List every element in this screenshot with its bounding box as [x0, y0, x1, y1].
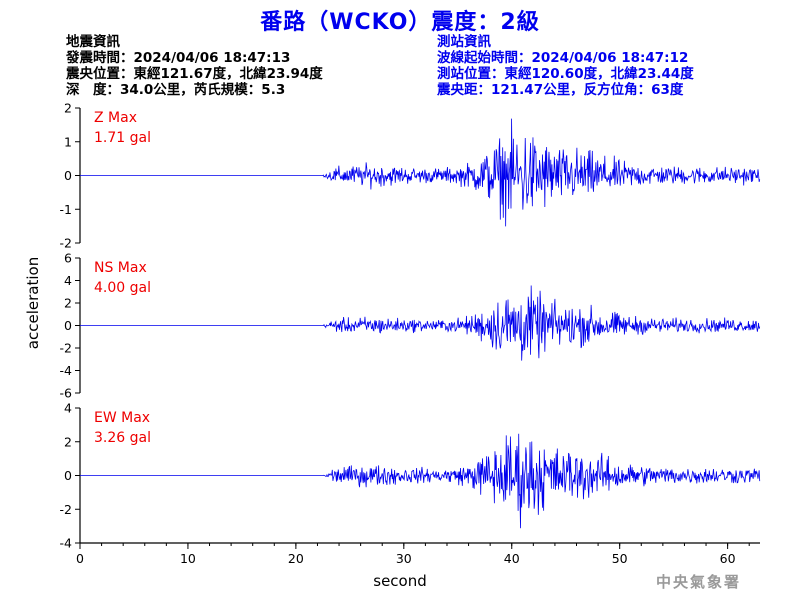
- x-tick-label: 50: [612, 551, 628, 566]
- x-tick-label: 40: [504, 551, 520, 566]
- quake-info-heading: 地震資訊: [66, 34, 120, 50]
- y-tick-label: -2: [60, 236, 72, 251]
- y-tick-label: 4: [64, 273, 72, 288]
- y-tick-label: 6: [64, 251, 72, 266]
- panel-max-name: Z Max: [94, 110, 137, 126]
- y-tick-label: 2: [64, 296, 72, 311]
- panel-ns: -6 -4 -2 0 2 4 6 NS Max 4.00 gal: [60, 251, 761, 401]
- panel-max-value: 4.00 gal: [94, 280, 151, 296]
- quake-depth-magnitude: 深 度：34.0公里，芮氏規模：5.3: [66, 82, 286, 98]
- y-tick-label: 4: [64, 401, 72, 416]
- x-tick-label: 60: [720, 551, 736, 566]
- panel-max-name: NS Max: [94, 260, 147, 276]
- chart-title: 番路（WCKO）震度：2級: [260, 10, 540, 35]
- x-tick-label: 30: [396, 551, 412, 566]
- panel-z: -2 -1 0 1 2 Z Max 1.71 gal: [60, 101, 761, 251]
- y-tick-label: 2: [64, 434, 72, 449]
- y-tick-label: -1: [60, 202, 72, 217]
- agency-watermark: 中央氣象署: [656, 573, 742, 591]
- y-tick-label: -2: [60, 341, 72, 356]
- y-tick-label: 0: [64, 168, 72, 183]
- quake-time: 發震時間：2024/04/06 18:47:13: [66, 50, 291, 66]
- y-tick-label: 1: [64, 134, 72, 149]
- y-tick-label: -2: [60, 502, 72, 517]
- quake-epicenter: 震央位置：東經121.67度，北緯23.94度: [66, 66, 323, 82]
- station-info-block: 測站資訊 波線起始時間：2024/04/06 18:47:12 測站位置：東經1…: [437, 34, 694, 98]
- station-location: 測站位置：東經120.60度，北緯23.44度: [437, 66, 694, 82]
- panel-max-value: 3.26 gal: [94, 430, 151, 446]
- y-tick-label: 2: [64, 101, 72, 116]
- y-tick-label: 0: [64, 318, 72, 333]
- panel-max-name: EW Max: [94, 410, 150, 426]
- x-axis-title: second: [373, 572, 427, 590]
- waveform-line: [80, 433, 761, 529]
- y-tick-label: -4: [60, 536, 73, 551]
- waveform-line: [80, 118, 761, 227]
- quake-info-block: 地震資訊 發震時間：2024/04/06 18:47:13 震央位置：東經121…: [66, 34, 323, 98]
- y-tick-label: -6: [60, 386, 73, 401]
- station-distance: 震央距：121.47公里，反方位角：63度: [437, 82, 684, 98]
- y-tick-label: -4: [60, 363, 73, 378]
- y-tick-label: 0: [64, 468, 72, 483]
- x-tick-label: 10: [180, 551, 196, 566]
- station-wave-start: 波線起始時間：2024/04/06 18:47:12: [437, 50, 689, 66]
- panel-max-value: 1.71 gal: [94, 130, 151, 146]
- y-axis-title: acceleration: [24, 257, 42, 349]
- waveform-line: [80, 285, 761, 361]
- x-tick-label: 20: [288, 551, 304, 566]
- x-tick-label: 0: [76, 551, 84, 566]
- panel-ew: -4 -2 0 2 4 EW Max 3.26 gal: [60, 401, 761, 551]
- station-info-heading: 測站資訊: [437, 34, 491, 50]
